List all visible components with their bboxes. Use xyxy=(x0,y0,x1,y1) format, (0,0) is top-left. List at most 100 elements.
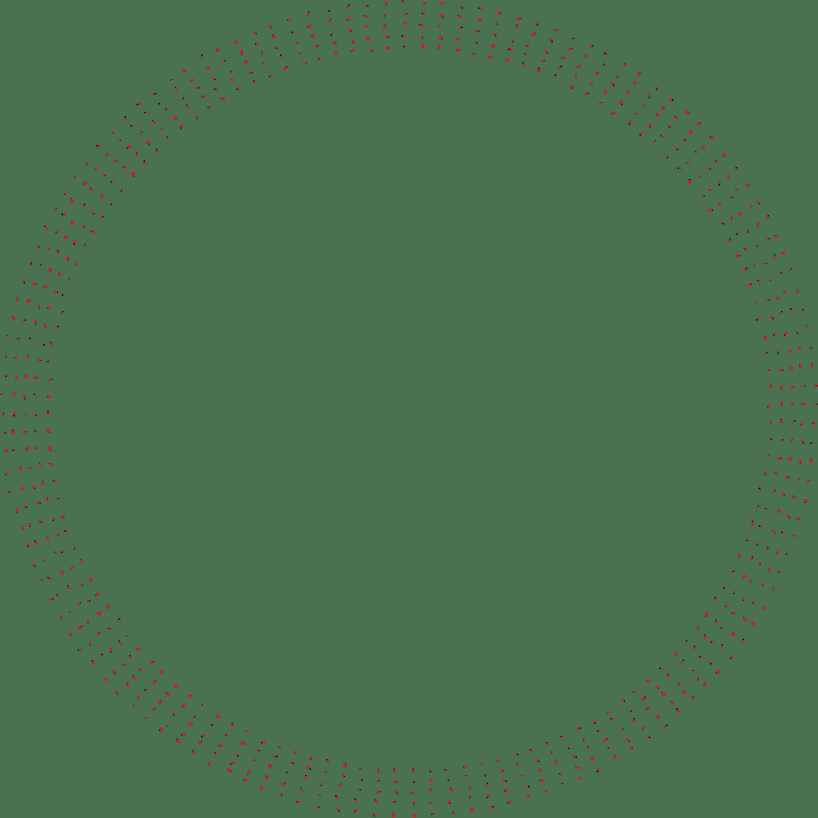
data-point xyxy=(695,627,699,631)
data-point xyxy=(517,753,519,756)
data-point xyxy=(9,490,12,494)
data-point xyxy=(124,664,126,666)
data-point xyxy=(596,770,599,773)
data-point xyxy=(65,256,69,261)
data-point xyxy=(499,769,504,773)
data-point xyxy=(83,226,85,228)
data-point xyxy=(152,708,156,712)
data-point xyxy=(111,131,114,134)
data-point xyxy=(805,325,808,329)
data-point xyxy=(635,112,638,115)
data-point xyxy=(582,737,586,740)
data-point xyxy=(24,414,27,417)
data-point xyxy=(555,76,558,79)
data-point xyxy=(323,772,326,775)
data-point xyxy=(750,557,754,561)
data-point xyxy=(714,596,716,599)
data-point xyxy=(770,421,773,425)
data-point xyxy=(15,356,18,359)
data-point xyxy=(722,627,725,630)
data-point xyxy=(200,54,203,57)
data-point xyxy=(726,174,730,179)
data-point xyxy=(750,521,755,526)
data-point xyxy=(730,655,734,659)
data-point xyxy=(781,492,785,496)
data-point xyxy=(194,714,197,717)
data-point xyxy=(790,385,794,389)
data-point xyxy=(722,587,725,590)
data-point xyxy=(174,86,177,89)
data-point xyxy=(80,558,82,561)
data-point xyxy=(688,112,691,115)
data-point xyxy=(355,799,358,802)
data-point xyxy=(143,159,145,162)
data-point xyxy=(773,254,776,256)
data-point xyxy=(703,635,707,640)
data-point xyxy=(262,739,266,744)
data-point xyxy=(50,378,53,380)
data-point xyxy=(272,755,276,758)
data-point xyxy=(29,261,32,264)
data-point xyxy=(382,25,387,29)
data-point xyxy=(492,805,495,808)
data-point xyxy=(756,541,759,545)
data-point xyxy=(194,716,196,718)
data-point xyxy=(507,48,510,51)
data-point xyxy=(12,414,15,417)
data-point xyxy=(445,769,448,772)
data-point xyxy=(804,498,808,503)
data-point xyxy=(115,690,119,694)
data-point xyxy=(738,557,740,559)
data-point xyxy=(280,55,284,58)
data-point xyxy=(780,271,782,274)
data-point xyxy=(526,795,530,799)
data-point xyxy=(119,641,122,645)
data-point xyxy=(359,778,362,781)
data-point xyxy=(709,168,711,170)
data-point xyxy=(458,26,461,30)
data-point xyxy=(391,813,396,818)
data-point xyxy=(29,338,32,341)
data-point xyxy=(144,689,146,691)
data-point xyxy=(784,331,788,336)
data-point xyxy=(468,788,471,791)
data-point xyxy=(77,603,81,607)
data-point xyxy=(572,37,575,39)
data-point xyxy=(716,669,721,674)
data-point xyxy=(767,568,771,571)
data-point xyxy=(673,652,678,657)
data-point xyxy=(714,620,718,624)
data-point xyxy=(207,761,212,765)
data-point xyxy=(771,589,775,592)
data-point xyxy=(60,551,63,554)
data-point xyxy=(47,378,51,382)
data-point xyxy=(525,53,528,56)
data-point xyxy=(788,269,791,272)
data-point xyxy=(335,795,337,797)
data-point xyxy=(136,152,138,154)
data-point xyxy=(35,431,38,433)
data-point xyxy=(671,98,674,101)
data-point xyxy=(33,393,36,395)
data-point xyxy=(73,176,76,178)
data-point xyxy=(81,584,84,587)
data-point xyxy=(561,735,565,738)
data-point xyxy=(587,92,590,95)
data-point xyxy=(25,446,30,451)
data-point xyxy=(393,781,397,785)
data-point xyxy=(378,780,380,782)
data-point xyxy=(711,640,714,643)
data-point xyxy=(388,36,390,38)
data-point xyxy=(591,45,594,47)
data-point xyxy=(709,136,712,138)
data-point xyxy=(428,768,431,771)
data-point xyxy=(647,123,652,127)
data-point xyxy=(755,506,758,509)
data-point xyxy=(321,782,324,785)
data-point xyxy=(620,729,624,732)
data-point xyxy=(13,449,16,452)
data-point xyxy=(102,173,105,177)
data-point xyxy=(4,432,6,434)
data-point xyxy=(34,395,37,398)
data-point xyxy=(789,307,792,310)
